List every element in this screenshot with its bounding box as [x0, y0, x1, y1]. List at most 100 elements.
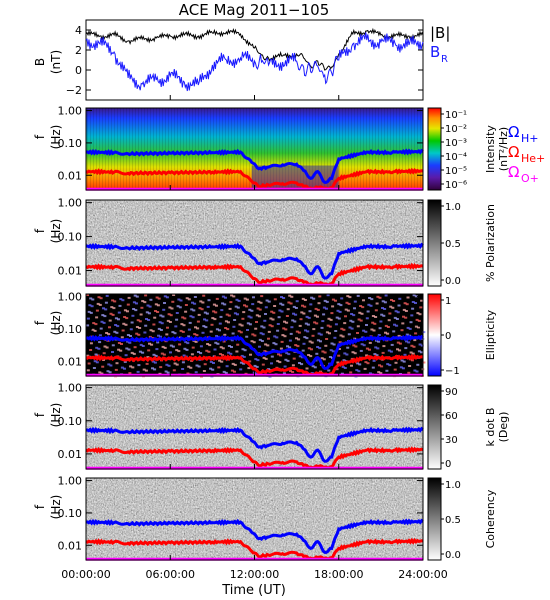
title: ACE Mag 2011−105 [179, 1, 330, 19]
freq-ytick-label: 0.01 [58, 265, 83, 278]
ellipticity-pixel [123, 309, 127, 312]
ellipticity-pixel [313, 314, 317, 317]
ellipticity-pixel [309, 303, 313, 306]
ellipticity-pixel [156, 311, 160, 313]
ellipticity-pixel [184, 310, 188, 313]
ellipticity-pixel [420, 299, 424, 302]
ellipticity-pixel [120, 366, 124, 369]
ellipticity-pixel [209, 330, 213, 333]
ellipticity-pixel [287, 353, 291, 356]
ellipticity-pixel [98, 371, 102, 374]
ellipticity-pixel [297, 338, 301, 341]
ellipticity-pixel [117, 342, 121, 344]
ellipticity-pixel [294, 344, 298, 347]
ellipticity-pixel [283, 365, 287, 368]
ellipticity-pixel [403, 302, 407, 305]
ellipticity-pixel [263, 319, 267, 322]
gray-noise [86, 478, 423, 560]
time-tick-label: 18:00:00 [314, 568, 363, 581]
freq-ytick-label: 0.10 [58, 507, 83, 520]
ellipticity-pixel [227, 345, 231, 347]
ellipticity-pixel [374, 346, 378, 349]
ellipticity-pixel [407, 341, 411, 344]
ellipticity-pixel [328, 356, 332, 358]
ellipticity-pixel [120, 336, 124, 339]
ellipticity-pixel [368, 297, 372, 299]
ellipticity-pixel [376, 347, 380, 350]
colorbar-tick-label: 0.0 [445, 550, 461, 561]
ellipticity-pixel [346, 309, 350, 312]
ellipticity-pixel [135, 302, 138, 305]
ellipticity-pixel [339, 334, 343, 337]
ellipticity-pixel [218, 359, 222, 362]
colorbar [427, 293, 442, 377]
ellipticity-pixel [264, 313, 267, 315]
ellipticity-pixel [256, 307, 260, 310]
ellipticity-pixel [194, 340, 198, 343]
ellipticity-pixel [211, 368, 215, 371]
ellipticity-pixel [197, 351, 200, 353]
ellipticity-pixel [354, 375, 358, 378]
ellipticity-pixel [411, 301, 415, 303]
ellipticity-pixel [356, 294, 360, 297]
ellipticity-pixel [257, 315, 261, 318]
ellipticity-pixel [275, 336, 279, 339]
ellipticity-pixel [255, 365, 259, 368]
ellipticity-pixel [230, 346, 233, 348]
ellipticity-pixel [379, 372, 383, 375]
ellipticity-pixel [91, 328, 95, 331]
ellipticity-pixel [254, 358, 258, 361]
ellipticity-pixel [295, 300, 299, 303]
ellipticity-pixel [231, 332, 235, 335]
ellipticity-pixel [215, 328, 219, 331]
ellipticity-pixel [175, 363, 179, 366]
ellipticity-pixel [246, 322, 250, 325]
ellipticity-pixel [200, 308, 204, 311]
ellipticity-pixel [131, 314, 135, 317]
ellipticity-pixel [93, 360, 97, 363]
ellipticity-pixel [291, 371, 295, 373]
ellipticity-pixel [337, 348, 341, 350]
freq-ytick-label: 1.00 [58, 475, 83, 488]
time-tick-label: 00:00:00 [61, 568, 110, 581]
ellipticity-pixel [171, 331, 175, 334]
ellipticity-pixel [307, 354, 311, 356]
ellipticity-pixel [382, 314, 386, 317]
ellipticity-pixel [229, 301, 233, 304]
ellipticity-pixel [248, 323, 252, 326]
ellipticity-pixel [272, 311, 276, 314]
ellipticity-pixel [179, 299, 183, 302]
ellipticity-pixel [327, 317, 331, 320]
ellipticity-pixel [197, 365, 201, 368]
colorbar-tick-label: 90 [445, 387, 458, 398]
ellipticity-pixel [365, 324, 368, 326]
ellipticity-pixel [323, 299, 327, 302]
field-yunit: (nT) [49, 50, 63, 74]
ellipticity-pixel [138, 350, 142, 353]
ellipticity-pixel [138, 320, 142, 323]
ellipticity-pixel [349, 319, 353, 322]
ellipticity-pixel [207, 350, 211, 353]
ellipticity-pixel [155, 296, 159, 299]
ellipticity-pixel [350, 357, 354, 360]
ellipticity-pixel [175, 318, 179, 321]
gyrofrequency-line [85, 426, 424, 463]
ellipticity-pixel [258, 308, 262, 311]
ellipticity-pixel [132, 308, 136, 310]
gyrofrequency-line [85, 537, 424, 561]
ellipticity-pixel [114, 324, 118, 326]
colorbar-title: k dot B [484, 408, 497, 447]
ellipticity-pixel [412, 345, 416, 348]
ellipticity-pixel [352, 314, 356, 317]
ellipticity-pixel [239, 361, 243, 364]
ellipticity-pixel [127, 296, 131, 299]
ellipticity-pixel [396, 348, 399, 351]
ellipticity-pixel [148, 305, 152, 308]
time-tick-label: 24:00:00 [398, 568, 447, 581]
ellipticity-pixel [325, 331, 329, 334]
ellipticity-pixel [96, 302, 100, 305]
ellipticity-pixel [220, 309, 224, 312]
ellipticity-pixel [124, 354, 128, 357]
ellipticity-pixel [203, 318, 206, 321]
field-ytick-label: 2 [75, 44, 82, 57]
